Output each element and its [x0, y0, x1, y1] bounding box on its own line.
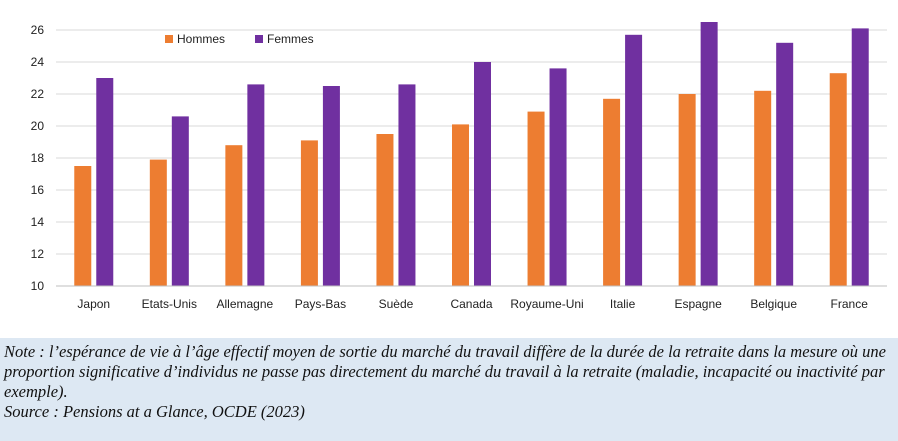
- y-tick-label: 24: [31, 55, 45, 69]
- note-box: Note : l’espérance de vie à l’âge effect…: [0, 338, 898, 441]
- x-tick-label: Allemagne: [217, 297, 274, 311]
- bar-hommes: [225, 145, 243, 286]
- bar-femmes: [474, 62, 491, 286]
- bar-hommes: [527, 111, 545, 286]
- y-tick-label: 14: [31, 215, 45, 229]
- y-tick-label: 16: [31, 183, 45, 197]
- bar-hommes: [452, 124, 469, 287]
- bar-femmes: [247, 84, 265, 287]
- bar-femmes: [851, 28, 869, 287]
- chart-area: 10 12 14 16 18 20 22 24 26 Japon Etats-Unis Allemag…: [30, 22, 887, 311]
- x-tick-label: France: [831, 297, 869, 311]
- bar-hommes: [74, 166, 92, 286]
- x-tick-label: Pays-Bas: [295, 297, 346, 311]
- bar-hommes: [678, 94, 696, 286]
- x-tick-label: Suède: [379, 297, 414, 311]
- legend-label: Hommes: [177, 32, 225, 46]
- bar-femmes: [322, 86, 340, 286]
- bar-hommes: [829, 73, 847, 286]
- bar-femmes: [549, 68, 567, 287]
- y-tick-label: 20: [31, 119, 45, 133]
- y-tick-label: 10: [31, 279, 45, 293]
- bar-hommes: [149, 159, 167, 286]
- bar-hommes: [754, 90, 772, 286]
- bar-femmes: [171, 116, 189, 287]
- x-tick-label: Canada: [450, 297, 492, 311]
- bar-femmes: [625, 34, 643, 286]
- bar-hommes: [300, 140, 318, 286]
- bar-chart: 10 12 14 16 18 20 22 24 26 Japon Etats-Unis Allemag…: [31, 22, 887, 311]
- bar-femmes: [398, 84, 416, 287]
- bar-femmes: [700, 22, 718, 286]
- x-tick-label: Japon: [77, 297, 110, 311]
- y-tick-label: 18: [31, 151, 45, 165]
- y-tick-label: 22: [31, 87, 45, 101]
- bar-hommes: [376, 134, 394, 286]
- bar-femmes: [776, 42, 794, 286]
- y-tick-label: 26: [31, 23, 45, 37]
- x-tick-label: Etats-Unis: [142, 297, 197, 311]
- note-text: Note : l’espérance de vie à l’âge effect…: [4, 342, 886, 401]
- source-text: Source : Pensions at a Glance, OCDE (202…: [4, 402, 305, 421]
- x-tick-label: Italie: [610, 297, 636, 311]
- legend-swatch: [165, 35, 173, 43]
- x-tick-label: Espagne: [674, 297, 722, 311]
- bar-hommes: [603, 98, 621, 286]
- x-tick-label: Royaume-Uni: [510, 297, 583, 311]
- bar-femmes: [96, 78, 114, 286]
- legend-label: Femmes: [267, 32, 314, 46]
- legend-swatch: [255, 35, 263, 43]
- x-tick-label: Belgique: [750, 297, 797, 311]
- y-tick-label: 12: [31, 247, 45, 261]
